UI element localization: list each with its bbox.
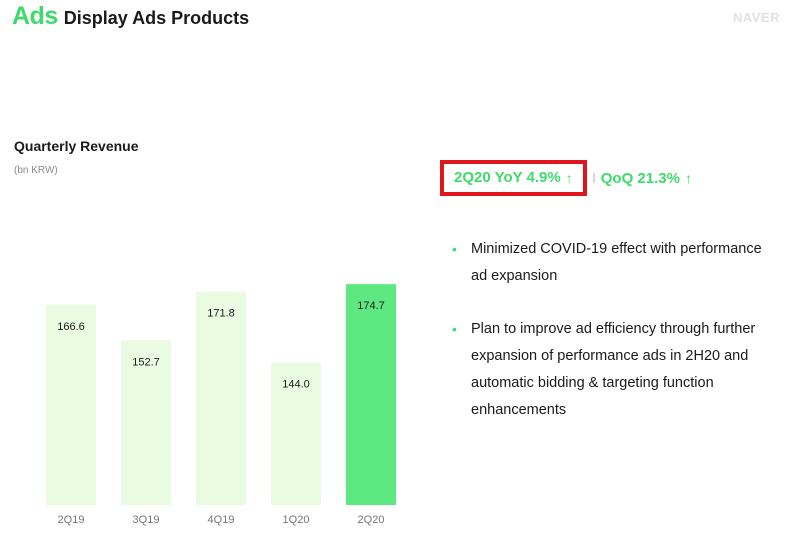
bar-3Q19 bbox=[121, 340, 171, 505]
qoq-metric-group: QoQ 21.3% ↑ bbox=[592, 169, 692, 187]
data-label: 144.0 bbox=[282, 379, 310, 391]
data-label: 171.8 bbox=[207, 308, 235, 320]
yoy-highlight-box: 2Q20 YoY 4.9% ↑ bbox=[440, 160, 587, 196]
up-arrow-icon: ↑ bbox=[565, 170, 573, 186]
x-tick-label: 2Q20 bbox=[358, 514, 385, 526]
brand-logo: NAVER bbox=[732, 10, 780, 25]
up-arrow-icon: ↑ bbox=[684, 170, 692, 186]
x-tick-label: 1Q20 bbox=[283, 514, 310, 526]
x-tick-label: 3Q19 bbox=[133, 514, 160, 526]
bullet-text: Plan to improve ad efficiency through fu… bbox=[471, 321, 756, 418]
data-label: 166.6 bbox=[57, 321, 85, 333]
data-label: 152.7 bbox=[132, 356, 160, 368]
bullet-dot-icon: • bbox=[452, 321, 457, 337]
bar-2Q19 bbox=[46, 304, 96, 505]
bullet-list: • Minimized COVID-19 effect with perform… bbox=[452, 236, 772, 450]
yoy-metric: 2Q20 YoY 4.9% bbox=[454, 169, 561, 186]
bullet-item: • Plan to improve ad efficiency through … bbox=[452, 316, 772, 424]
data-label: 174.7 bbox=[357, 300, 385, 312]
bullet-text: Minimized COVID-19 effect with performan… bbox=[471, 241, 762, 284]
qoq-metric: QoQ 21.3% bbox=[600, 169, 680, 187]
section-label: Ads bbox=[12, 2, 58, 30]
x-tick-label: 2Q19 bbox=[58, 514, 85, 526]
bar-2Q20 bbox=[346, 284, 396, 505]
bar-1Q20 bbox=[271, 362, 321, 505]
growth-metrics: 2Q20 YoY 4.9% ↑ QoQ 21.3% ↑ bbox=[440, 160, 692, 196]
page-title: Display Ads Products bbox=[63, 8, 250, 28]
chart-unit: (bn KRW) bbox=[14, 165, 58, 176]
x-tick-label: 4Q19 bbox=[208, 514, 235, 526]
bullet-dot-icon: • bbox=[452, 241, 457, 257]
divider bbox=[592, 173, 595, 183]
revenue-bar-chart: 166.6 2Q19 152.7 3Q19 171.8 4Q19 144.0 1Q20 174.… bbox=[46, 284, 396, 526]
chart-title: Quarterly Revenue bbox=[14, 138, 139, 154]
page-header: Ads Display Ads Products bbox=[12, 2, 249, 34]
bullet-item: • Minimized COVID-19 effect with perform… bbox=[452, 236, 772, 290]
bar-4Q19 bbox=[196, 291, 246, 505]
